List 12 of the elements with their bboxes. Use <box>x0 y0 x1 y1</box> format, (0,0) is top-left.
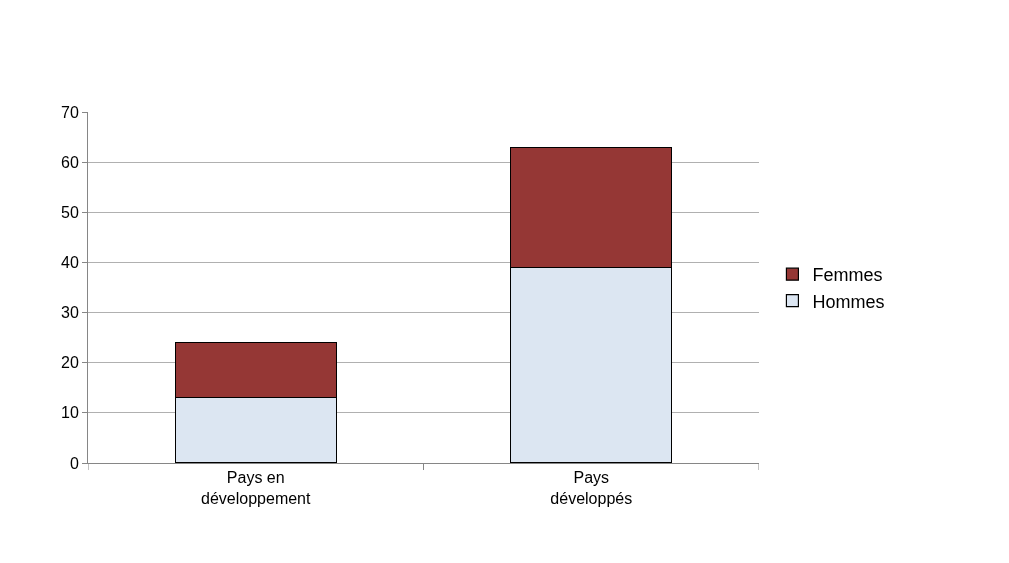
y-tick-label: 60 <box>61 153 79 171</box>
y-tick-label: 30 <box>61 304 79 322</box>
y-tick-label: 50 <box>61 203 79 221</box>
legend-label: Hommes <box>812 291 885 312</box>
legend-label: Femmes <box>812 265 883 286</box>
y-tick-label: 70 <box>61 103 79 121</box>
y-tick-label: 20 <box>61 354 79 372</box>
y-tick-label: 0 <box>69 454 79 472</box>
y-tick-label: 40 <box>61 254 79 272</box>
y-tick-label: 10 <box>61 404 79 422</box>
x-tick-label: Pays développés <box>550 469 633 507</box>
x-tick-label: Pays en développement <box>201 469 312 507</box>
